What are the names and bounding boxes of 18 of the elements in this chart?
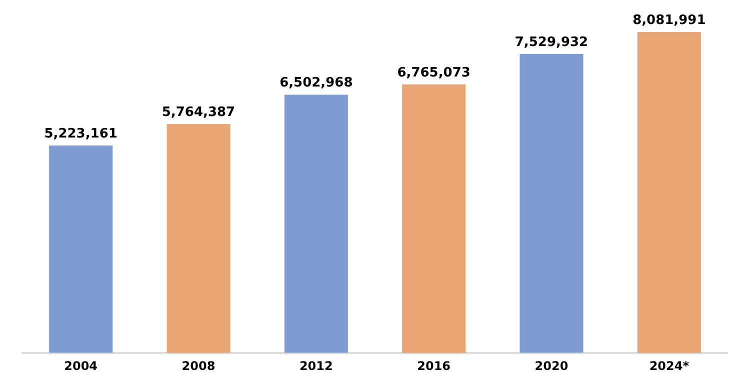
data-label: 5,764,387 (162, 105, 236, 120)
bar (637, 32, 701, 353)
x-tick-label: 2020 (534, 359, 568, 373)
x-tick-label: 2012 (299, 359, 333, 373)
x-tick-label: 2004 (64, 359, 98, 373)
bar (49, 146, 113, 353)
data-label: 6,502,968 (280, 76, 353, 91)
bar (520, 54, 584, 353)
bar (402, 84, 466, 353)
data-label: 6,765,073 (397, 65, 470, 80)
x-tick-label: 2024* (649, 359, 690, 373)
bar (166, 124, 230, 353)
bar (284, 94, 348, 353)
x-tick-label: 2008 (182, 359, 216, 373)
x-tick-label: 2016 (417, 359, 451, 373)
data-label: 8,081,991 (632, 13, 706, 28)
data-label: 5,223,161 (44, 126, 118, 142)
data-label: 7,529,932 (514, 34, 588, 50)
